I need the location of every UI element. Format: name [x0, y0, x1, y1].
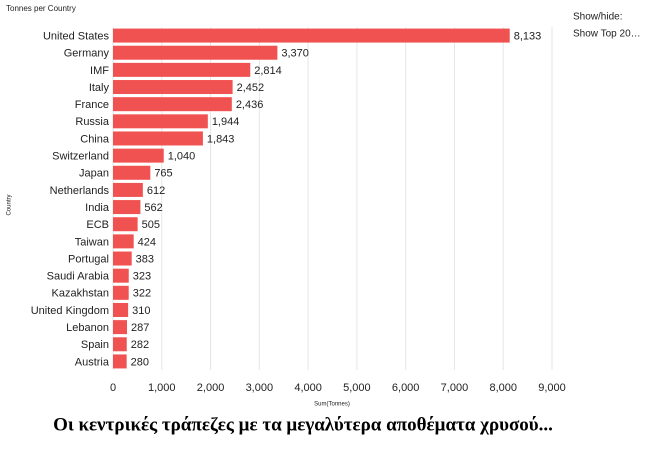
bar	[113, 234, 134, 249]
x-tick-label: 5,000	[343, 382, 371, 394]
bar	[113, 285, 129, 300]
y-tick-label: IMF	[90, 65, 109, 77]
x-axis-label: Sum(Tonnes)	[314, 402, 350, 408]
x-tick-label: 6,000	[392, 382, 420, 394]
value-label: 1,040	[168, 151, 196, 163]
caption: Οι κεντρικές τράπεζες με τα μεγαλύτερα α…	[53, 414, 553, 435]
y-tick-label: United Kingdom	[31, 305, 109, 317]
y-tick-label: Germany	[64, 48, 110, 60]
bar	[113, 45, 278, 60]
bar	[113, 268, 129, 283]
y-tick-label: United States	[43, 30, 110, 42]
y-tick-label: ECB	[86, 219, 109, 231]
y-tick-label: Russia	[75, 116, 110, 128]
value-label: 280	[131, 356, 149, 368]
y-tick-label: Saudi Arabia	[47, 271, 110, 283]
x-tick-label: 3,000	[246, 382, 274, 394]
x-tick-label: 1,000	[148, 382, 176, 394]
bar	[113, 62, 251, 77]
bar	[113, 200, 141, 215]
y-tick-label: China	[80, 133, 110, 145]
y-tick-label: Taiwan	[75, 236, 109, 248]
bar	[113, 302, 129, 317]
y-tick-label: Lebanon	[66, 322, 109, 334]
y-tick-label: India	[85, 202, 110, 214]
value-label: 287	[131, 322, 149, 334]
bar	[113, 165, 151, 180]
chart-title: Tonnes per Country	[6, 4, 76, 13]
y-tick-label: Austria	[75, 356, 110, 368]
x-tick-label: 8,000	[489, 382, 517, 394]
bar	[113, 182, 143, 197]
bar	[113, 217, 138, 232]
x-tick-label: 9,000	[538, 382, 566, 394]
value-label: 282	[131, 339, 149, 351]
x-tick-label: 2,000	[197, 382, 225, 394]
value-label: 383	[136, 253, 154, 265]
controls-label: Show/hide:	[573, 12, 622, 23]
x-tick-label: 7,000	[441, 382, 469, 394]
y-tick-label: France	[75, 99, 109, 111]
y-tick-label: Spain	[81, 339, 109, 351]
bar	[113, 28, 510, 43]
y-axis-label: Country	[7, 194, 13, 215]
bar	[113, 97, 232, 112]
value-label: 562	[144, 202, 162, 214]
value-label: 2,814	[254, 65, 282, 77]
value-label: 310	[132, 305, 150, 317]
value-label: 505	[142, 219, 160, 231]
bar	[113, 354, 127, 369]
y-tick-label: Netherlands	[50, 185, 110, 197]
y-tick-label: Portugal	[68, 253, 109, 265]
bar	[113, 320, 127, 335]
value-label: 323	[133, 271, 151, 283]
value-label: 2,436	[236, 99, 264, 111]
y-tick-label: Italy	[89, 82, 110, 94]
bar	[113, 131, 203, 146]
value-label: 8,133	[514, 30, 542, 42]
y-tick-label: Switzerland	[52, 151, 109, 163]
value-label: 2,452	[237, 82, 265, 94]
bar	[113, 251, 132, 266]
value-label: 424	[138, 236, 156, 248]
value-label: 1,944	[212, 116, 240, 128]
value-label: 1,843	[207, 133, 235, 145]
show-top-option[interactable]: Show Top 20…	[573, 29, 641, 40]
y-tick-label: Kazakhstan	[52, 288, 109, 300]
y-tick-label: Japan	[79, 168, 109, 180]
value-label: 765	[154, 168, 172, 180]
bar	[113, 337, 127, 352]
bar	[113, 80, 233, 95]
bar	[113, 114, 208, 129]
x-tick-label: 0	[110, 382, 116, 394]
value-label: 3,370	[281, 48, 309, 60]
bar	[113, 148, 164, 163]
value-label: 322	[133, 288, 151, 300]
value-label: 612	[147, 185, 165, 197]
x-tick-label: 4,000	[294, 382, 322, 394]
